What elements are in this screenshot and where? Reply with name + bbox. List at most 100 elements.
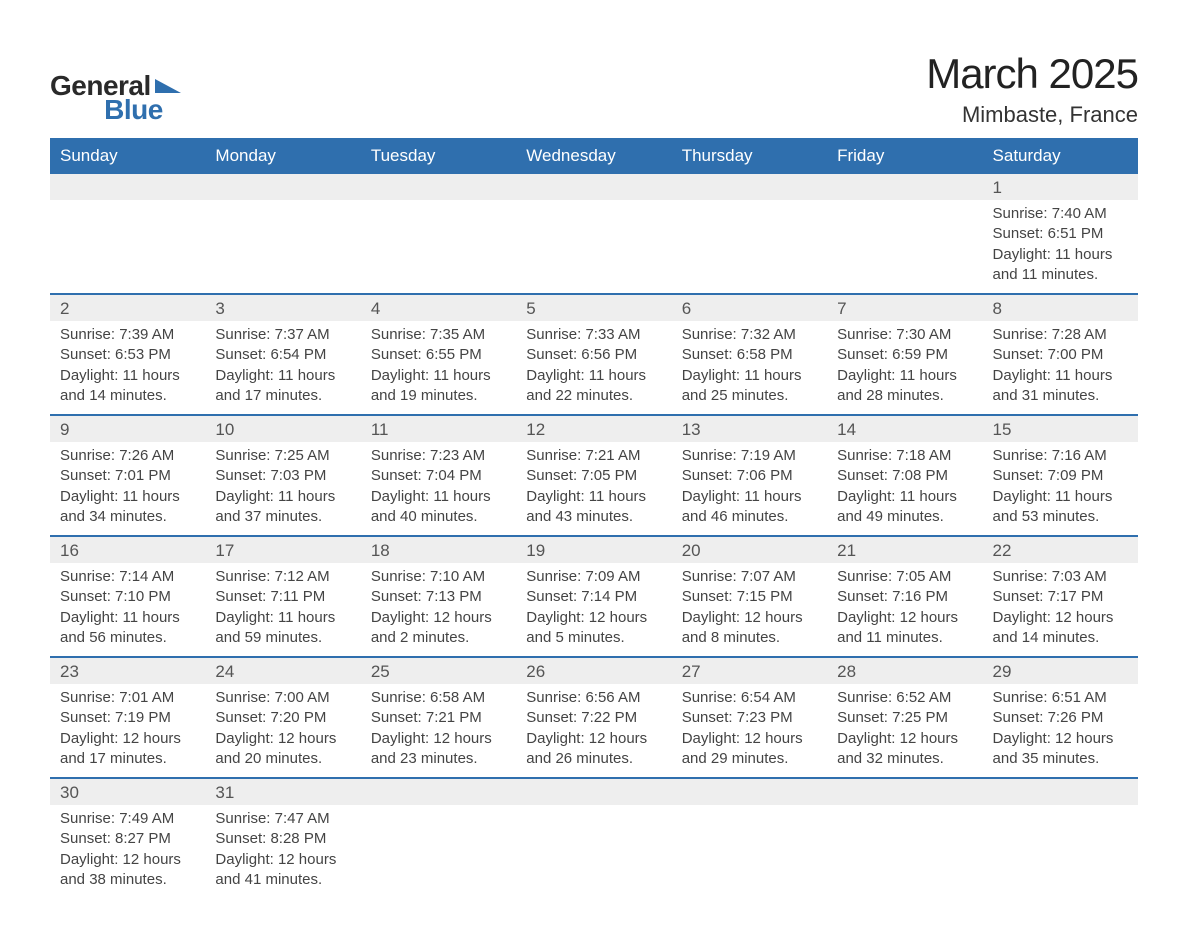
sunrise-text: Sunrise: 7:47 AM [215, 809, 350, 829]
week-row: 16Sunrise: 7:14 AMSunset: 7:10 PMDayligh… [50, 536, 1138, 657]
sunset-text: Sunset: 8:27 PM [60, 829, 195, 849]
sunset-text: Sunset: 7:13 PM [371, 587, 506, 607]
daylight2-text: and 35 minutes. [993, 749, 1128, 769]
month-title: March 2025 [926, 50, 1138, 98]
day-cell: 18Sunrise: 7:10 AMSunset: 7:13 PMDayligh… [361, 536, 516, 657]
sunrise-text: Sunrise: 7:32 AM [682, 325, 817, 345]
sunrise-text: Sunrise: 6:54 AM [682, 688, 817, 708]
weekday-header-row: Sunday Monday Tuesday Wednesday Thursday… [50, 138, 1138, 174]
sunset-text: Sunset: 7:06 PM [682, 466, 817, 486]
day-cell: 4Sunrise: 7:35 AMSunset: 6:55 PMDaylight… [361, 294, 516, 415]
calendar-table: Sunday Monday Tuesday Wednesday Thursday… [50, 138, 1138, 898]
sunrise-text: Sunrise: 7:03 AM [993, 567, 1128, 587]
day-cell: 13Sunrise: 7:19 AMSunset: 7:06 PMDayligh… [672, 415, 827, 536]
sunset-text: Sunset: 7:09 PM [993, 466, 1128, 486]
daylight1-text: Daylight: 12 hours [60, 729, 195, 749]
daylight1-text: Daylight: 11 hours [682, 366, 817, 386]
weekday-header: Tuesday [361, 138, 516, 174]
daylight1-text: Daylight: 12 hours [682, 729, 817, 749]
day-number: 5 [516, 295, 671, 321]
sunset-text: Sunset: 7:23 PM [682, 708, 817, 728]
empty-day-bar [361, 779, 516, 805]
empty-day-bar [50, 174, 205, 200]
day-details: Sunrise: 7:19 AMSunset: 7:06 PMDaylight:… [672, 442, 827, 535]
day-details: Sunrise: 6:51 AMSunset: 7:26 PMDaylight:… [983, 684, 1138, 777]
day-number: 28 [827, 658, 982, 684]
day-number: 17 [205, 537, 360, 563]
day-cell [361, 778, 516, 898]
day-details: Sunrise: 7:49 AMSunset: 8:27 PMDaylight:… [50, 805, 205, 898]
empty-day-bar [983, 779, 1138, 805]
sunrise-text: Sunrise: 7:35 AM [371, 325, 506, 345]
day-number: 18 [361, 537, 516, 563]
sunrise-text: Sunrise: 7:00 AM [215, 688, 350, 708]
daylight1-text: Daylight: 12 hours [215, 729, 350, 749]
sunrise-text: Sunrise: 7:37 AM [215, 325, 350, 345]
day-cell: 31Sunrise: 7:47 AMSunset: 8:28 PMDayligh… [205, 778, 360, 898]
day-details: Sunrise: 6:58 AMSunset: 7:21 PMDaylight:… [361, 684, 516, 777]
daylight2-text: and 43 minutes. [526, 507, 661, 527]
day-cell [516, 778, 671, 898]
day-details: Sunrise: 6:54 AMSunset: 7:23 PMDaylight:… [672, 684, 827, 777]
sunrise-text: Sunrise: 7:40 AM [993, 204, 1128, 224]
sunrise-text: Sunrise: 6:58 AM [371, 688, 506, 708]
day-cell [983, 778, 1138, 898]
daylight1-text: Daylight: 11 hours [371, 366, 506, 386]
sunset-text: Sunset: 7:04 PM [371, 466, 506, 486]
day-details: Sunrise: 7:30 AMSunset: 6:59 PMDaylight:… [827, 321, 982, 414]
day-cell [205, 174, 360, 294]
day-details: Sunrise: 7:10 AMSunset: 7:13 PMDaylight:… [361, 563, 516, 656]
weekday-header: Saturday [983, 138, 1138, 174]
day-cell: 1Sunrise: 7:40 AMSunset: 6:51 PMDaylight… [983, 174, 1138, 294]
sunrise-text: Sunrise: 7:12 AM [215, 567, 350, 587]
daylight2-text: and 59 minutes. [215, 628, 350, 648]
daylight2-text: and 23 minutes. [371, 749, 506, 769]
day-details: Sunrise: 7:01 AMSunset: 7:19 PMDaylight:… [50, 684, 205, 777]
header: General Blue March 2025 Mimbaste, France [50, 50, 1138, 128]
day-number: 30 [50, 779, 205, 805]
day-details: Sunrise: 7:07 AMSunset: 7:15 PMDaylight:… [672, 563, 827, 656]
calendar-body: 1Sunrise: 7:40 AMSunset: 6:51 PMDaylight… [50, 174, 1138, 898]
daylight1-text: Daylight: 12 hours [526, 608, 661, 628]
sunrise-text: Sunrise: 7:01 AM [60, 688, 195, 708]
daylight2-text: and 31 minutes. [993, 386, 1128, 406]
sunrise-text: Sunrise: 7:09 AM [526, 567, 661, 587]
day-cell: 17Sunrise: 7:12 AMSunset: 7:11 PMDayligh… [205, 536, 360, 657]
daylight2-text: and 46 minutes. [682, 507, 817, 527]
daylight1-text: Daylight: 11 hours [993, 245, 1128, 265]
day-details: Sunrise: 6:56 AMSunset: 7:22 PMDaylight:… [516, 684, 671, 777]
week-row: 1Sunrise: 7:40 AMSunset: 6:51 PMDaylight… [50, 174, 1138, 294]
daylight2-text: and 26 minutes. [526, 749, 661, 769]
day-cell [827, 778, 982, 898]
empty-day-bar [672, 779, 827, 805]
day-details: Sunrise: 7:12 AMSunset: 7:11 PMDaylight:… [205, 563, 360, 656]
day-number: 7 [827, 295, 982, 321]
daylight1-text: Daylight: 11 hours [682, 487, 817, 507]
day-number: 9 [50, 416, 205, 442]
sunset-text: Sunset: 7:16 PM [837, 587, 972, 607]
day-details: Sunrise: 7:25 AMSunset: 7:03 PMDaylight:… [205, 442, 360, 535]
daylight1-text: Daylight: 11 hours [837, 487, 972, 507]
sunset-text: Sunset: 8:28 PM [215, 829, 350, 849]
day-details: Sunrise: 7:03 AMSunset: 7:17 PMDaylight:… [983, 563, 1138, 656]
empty-day-bar [827, 174, 982, 200]
sunset-text: Sunset: 7:17 PM [993, 587, 1128, 607]
day-details: Sunrise: 7:23 AMSunset: 7:04 PMDaylight:… [361, 442, 516, 535]
day-cell [672, 778, 827, 898]
daylight2-text: and 40 minutes. [371, 507, 506, 527]
day-cell: 22Sunrise: 7:03 AMSunset: 7:17 PMDayligh… [983, 536, 1138, 657]
day-number: 12 [516, 416, 671, 442]
day-number: 25 [361, 658, 516, 684]
sunset-text: Sunset: 6:54 PM [215, 345, 350, 365]
sunrise-text: Sunrise: 6:52 AM [837, 688, 972, 708]
day-details: Sunrise: 7:39 AMSunset: 6:53 PMDaylight:… [50, 321, 205, 414]
sunset-text: Sunset: 6:51 PM [993, 224, 1128, 244]
day-cell [516, 174, 671, 294]
sunset-text: Sunset: 6:55 PM [371, 345, 506, 365]
day-cell: 9Sunrise: 7:26 AMSunset: 7:01 PMDaylight… [50, 415, 205, 536]
day-cell [50, 174, 205, 294]
daylight1-text: Daylight: 12 hours [371, 608, 506, 628]
daylight1-text: Daylight: 11 hours [526, 487, 661, 507]
day-cell: 12Sunrise: 7:21 AMSunset: 7:05 PMDayligh… [516, 415, 671, 536]
daylight1-text: Daylight: 12 hours [60, 850, 195, 870]
